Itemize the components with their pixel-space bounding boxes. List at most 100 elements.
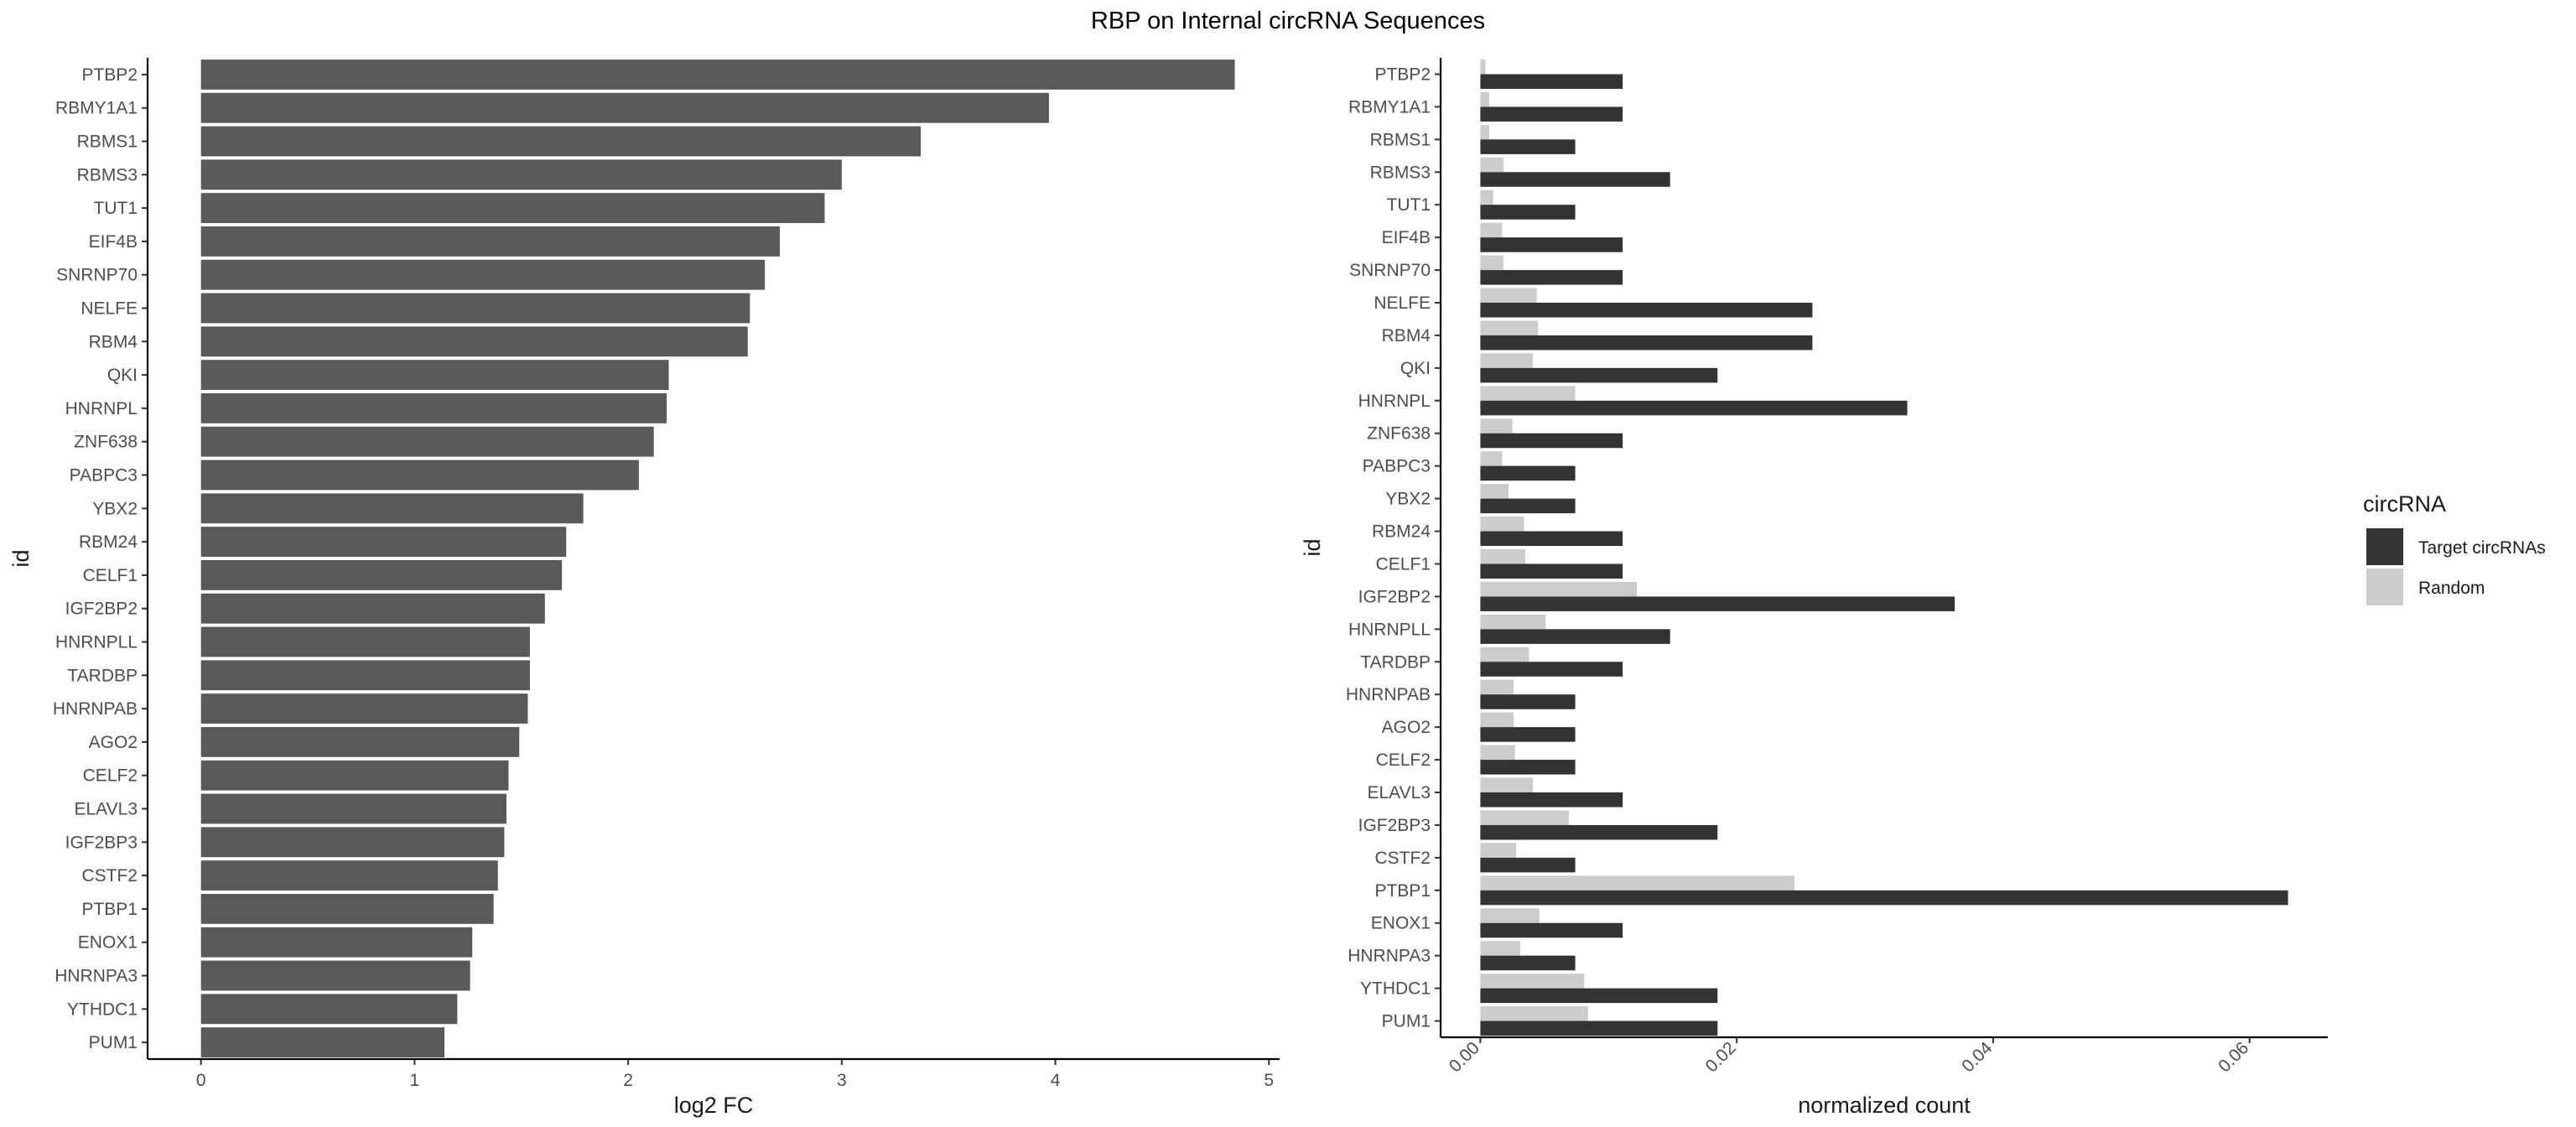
bar-igf2bp3: [200, 827, 505, 858]
y-tick-label-pum1: PUM1: [1382, 1012, 1431, 1031]
bar-pabpc3: [200, 460, 639, 491]
bar-random-tut1: [1480, 190, 1493, 205]
right-x-axis-title: normalized count: [1798, 1093, 1971, 1118]
legend-title: circRNA: [2363, 491, 2446, 517]
y-tick-label-nelfe: NELFE: [1374, 293, 1431, 313]
y-tick-label-snrnp70: SNRNP70: [56, 266, 138, 285]
bar-target-igf2bp2: [1480, 596, 1955, 611]
bar-elavl3: [200, 793, 506, 824]
bar-target-hnrnpa3: [1480, 955, 1576, 971]
bar-celf2: [200, 760, 509, 791]
y-tick-label-celf1: CELF1: [83, 566, 138, 585]
bar-random-rbms3: [1480, 157, 1504, 173]
y-tick-label-elavl3: ELAVL3: [1368, 783, 1431, 802]
y-tick-label-cstf2: CSTF2: [1374, 849, 1431, 868]
x-tick-label: 0.06: [2215, 1038, 2252, 1076]
y-tick-label-ptbp2: PTBP2: [81, 65, 138, 85]
bar-ago2: [200, 726, 520, 757]
x-tick-label: 2: [623, 1071, 633, 1090]
bar-target-tardbp: [1480, 662, 1623, 677]
y-tick-label-rbm4: RBM4: [89, 332, 138, 351]
y-tick-label-znf638: ZNF638: [74, 433, 138, 452]
bar-tardbp: [200, 660, 530, 691]
bar-target-rbm24: [1480, 531, 1623, 547]
bar-random-tardbp: [1480, 647, 1530, 662]
bar-random-enox1: [1480, 908, 1540, 923]
bar-random-igf2bp3: [1480, 810, 1569, 825]
y-tick-label-nelfe: NELFE: [80, 299, 138, 319]
bar-ptbp1: [200, 893, 494, 924]
bar-target-elavl3: [1480, 792, 1623, 808]
y-tick-label-qki: QKI: [107, 366, 138, 385]
y-tick-label-hnrnpa3: HNRNPA3: [55, 967, 138, 986]
bar-ybx2: [200, 493, 584, 524]
y-tick-label-ptbp1: PTBP1: [81, 900, 138, 919]
bar-target-enox1: [1480, 922, 1623, 938]
x-tick-label: 0.00: [1446, 1038, 1483, 1076]
y-tick-label-pum1: PUM1: [89, 1033, 138, 1052]
bar-random-ybx2: [1480, 484, 1509, 499]
y-tick-label-rbms3: RBMS3: [77, 165, 138, 184]
y-tick-label-hnrnpa3: HNRNPA3: [1348, 947, 1431, 966]
bar-random-ptbp1: [1480, 875, 1794, 891]
left-y-axis-title: id: [8, 549, 34, 567]
y-tick-label-hnrnpl: HNRNPL: [65, 399, 138, 418]
y-tick-label-ptbp1: PTBP1: [1374, 881, 1431, 901]
bar-target-hnrnpl: [1480, 400, 1908, 416]
bar-hnrnpab: [200, 693, 528, 724]
left-x-ticks: 0 1 2 3 4 5: [196, 1059, 1274, 1090]
bar-random-pabpc3: [1480, 451, 1503, 466]
y-tick-label-enox1: ENOX1: [78, 933, 138, 953]
y-tick-label-igf2bp3: IGF2BP3: [65, 833, 138, 852]
bar-random-hnrnpab: [1480, 679, 1514, 695]
bar-target-ybx2: [1480, 498, 1576, 514]
x-tick-label: 3: [837, 1071, 847, 1090]
y-tick-label-rbmy1a1: RBMY1A1: [1348, 97, 1431, 117]
bar-random-znf638: [1480, 418, 1513, 434]
y-tick-label-rbms1: RBMS1: [1370, 130, 1431, 149]
bar-random-eif4b: [1480, 222, 1503, 238]
bar-random-cstf2: [1480, 843, 1517, 858]
left-bars: [200, 59, 1235, 1058]
y-tick-label-hnrnpab: HNRNPAB: [53, 699, 138, 719]
y-tick-label-eif4b: EIF4B: [1382, 228, 1431, 247]
right-bars: [1480, 59, 2288, 1036]
y-tick-label-tut1: TUT1: [1387, 195, 1431, 215]
y-tick-label-hnrnpll: HNRNPLL: [55, 633, 138, 652]
left-y-tick-labels: PTBP2 RBMY1A1 RBMS1 RBMS3 TUT1 EIF4B SNRNP70 NE…: [53, 65, 148, 1052]
bar-random-hnrnpll: [1480, 614, 1546, 630]
bar-eif4b: [200, 226, 780, 257]
y-tick-label-hnrnpll: HNRNPLL: [1348, 620, 1431, 639]
bar-celf1: [200, 559, 563, 590]
bar-rbmy1a1: [200, 92, 1049, 123]
bar-target-rbms1: [1480, 139, 1576, 154]
bar-random-nelfe: [1480, 288, 1537, 303]
y-tick-label-celf1: CELF1: [1376, 554, 1431, 574]
y-tick-label-tardbp: TARDBP: [1360, 652, 1431, 672]
bar-random-rbm4: [1480, 320, 1539, 335]
x-tick-label: 1: [410, 1071, 420, 1090]
y-tick-label-celf2: CELF2: [1376, 750, 1431, 770]
bar-target-eif4b: [1480, 237, 1623, 252]
bar-target-ago2: [1480, 727, 1576, 742]
bar-target-hnrnpll: [1480, 629, 1670, 644]
bar-target-ptbp1: [1480, 890, 2288, 906]
bar-target-pabpc3: [1480, 465, 1576, 481]
legend-label-random: Random: [2418, 579, 2485, 598]
bar-rbm4: [200, 326, 748, 357]
bar-cstf2: [200, 860, 498, 891]
bar-random-rbm24: [1480, 517, 1524, 532]
y-tick-label-ybx2: YBX2: [1385, 490, 1431, 509]
y-tick-label-celf2: CELF2: [83, 766, 138, 786]
bar-random-elavl3: [1480, 777, 1534, 792]
bar-hnrnpa3: [200, 960, 470, 991]
y-tick-label-ybx2: YBX2: [92, 499, 138, 518]
x-tick-label: 5: [1264, 1071, 1274, 1090]
bar-enox1: [200, 927, 473, 958]
y-tick-label-ago2: AGO2: [1382, 718, 1431, 737]
bar-rbms3: [200, 159, 842, 190]
bar-random-celf1: [1480, 548, 1525, 564]
y-tick-label-hnrnpl: HNRNPL: [1358, 392, 1431, 411]
bar-random-rbmy1a1: [1480, 91, 1490, 107]
bar-random-igf2bp2: [1480, 581, 1637, 597]
